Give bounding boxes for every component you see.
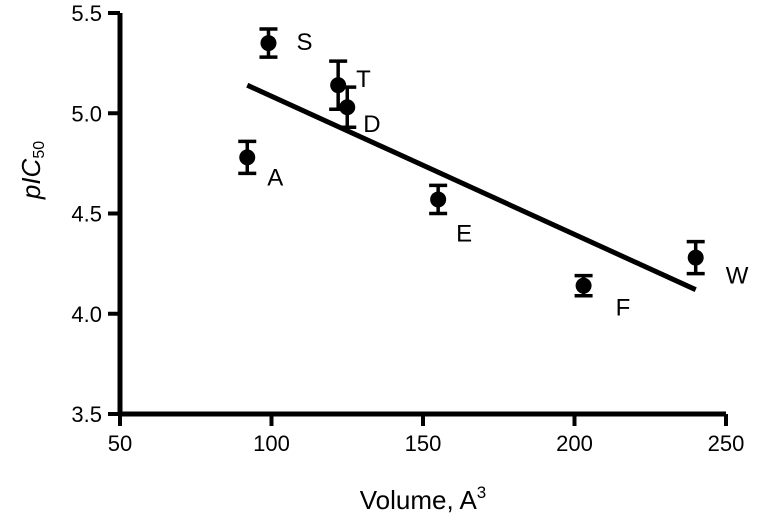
y-tick-label: 4.0 (71, 302, 102, 327)
y-tick-label: 3.5 (71, 402, 102, 427)
point-label: F (616, 295, 631, 322)
ticks: 50 100 150 200 250 3.5 4.0 4.5 5.0 5.5 (71, 1, 744, 456)
point-label: A (267, 164, 283, 191)
y-axis-title-text: pIC (16, 158, 46, 200)
point-label: S (296, 29, 312, 56)
regression-line (246, 82, 697, 292)
data-point-a: A (238, 139, 283, 191)
point-label: D (363, 111, 380, 138)
data-marker (430, 191, 447, 208)
data-marker (260, 35, 277, 52)
y-axis-title: pIC50 (16, 141, 48, 200)
data-marker (330, 77, 347, 94)
data-point-d: D (338, 85, 381, 138)
fit-line-group (246, 82, 697, 292)
x-axis-title-superscript: 3 (477, 483, 486, 502)
x-tick-label: 100 (253, 431, 290, 456)
y-tick-label: 5.5 (71, 1, 102, 26)
point-label: T (356, 66, 371, 93)
data-point-s: S (259, 27, 312, 59)
point-label: W (726, 263, 749, 290)
x-tick-label: 250 (708, 431, 745, 456)
y-tick-label: 4.5 (71, 202, 102, 227)
data-marker (339, 99, 356, 116)
y-tick-label: 5.0 (71, 101, 102, 126)
data-marker (575, 277, 592, 294)
points-group: S TD A E F W (238, 27, 749, 322)
data-point-w: W (686, 239, 749, 290)
data-point-t: T (329, 59, 371, 111)
data-point-f: F (574, 273, 631, 322)
data-point-e: E (429, 183, 472, 247)
x-tick-label: 50 (108, 431, 132, 456)
point-label: E (456, 220, 472, 247)
x-axis-title-text: Volume, A (360, 485, 478, 515)
y-axis-title-subscript: 50 (31, 141, 48, 159)
x-tick-label: 200 (556, 431, 593, 456)
data-marker (687, 249, 704, 266)
x-tick-label: 150 (405, 431, 442, 456)
x-axis-title: Volume, A3 (360, 483, 487, 515)
axes (117, 13, 726, 417)
data-marker (239, 149, 256, 166)
